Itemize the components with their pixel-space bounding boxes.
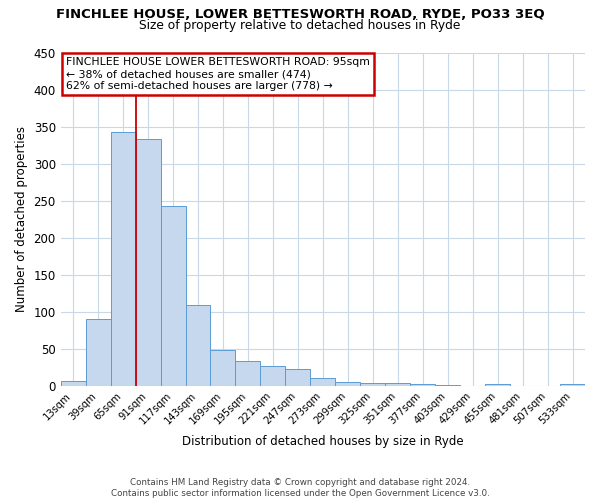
Bar <box>385 384 410 386</box>
Bar <box>435 385 460 386</box>
Bar <box>211 350 235 386</box>
Bar <box>86 319 110 386</box>
Bar <box>560 384 585 386</box>
Bar <box>161 206 185 386</box>
Bar <box>410 384 435 386</box>
Text: Contains HM Land Registry data © Crown copyright and database right 2024.
Contai: Contains HM Land Registry data © Crown c… <box>110 478 490 498</box>
Bar <box>335 382 360 386</box>
Bar <box>61 380 86 386</box>
Bar <box>260 366 286 386</box>
Y-axis label: Number of detached properties: Number of detached properties <box>15 126 28 312</box>
Text: FINCHLEE HOUSE, LOWER BETTESWORTH ROAD, RYDE, PO33 3EQ: FINCHLEE HOUSE, LOWER BETTESWORTH ROAD, … <box>56 8 544 20</box>
Bar <box>485 384 510 386</box>
Bar <box>136 139 161 386</box>
Bar <box>235 362 260 386</box>
Bar <box>360 384 385 386</box>
Text: FINCHLEE HOUSE LOWER BETTESWORTH ROAD: 95sqm
← 38% of detached houses are smalle: FINCHLEE HOUSE LOWER BETTESWORTH ROAD: 9… <box>66 58 370 90</box>
Bar <box>286 370 310 386</box>
X-axis label: Distribution of detached houses by size in Ryde: Distribution of detached houses by size … <box>182 434 464 448</box>
Text: Size of property relative to detached houses in Ryde: Size of property relative to detached ho… <box>139 19 461 32</box>
Bar <box>185 305 211 386</box>
Bar <box>310 378 335 386</box>
Bar <box>110 132 136 386</box>
